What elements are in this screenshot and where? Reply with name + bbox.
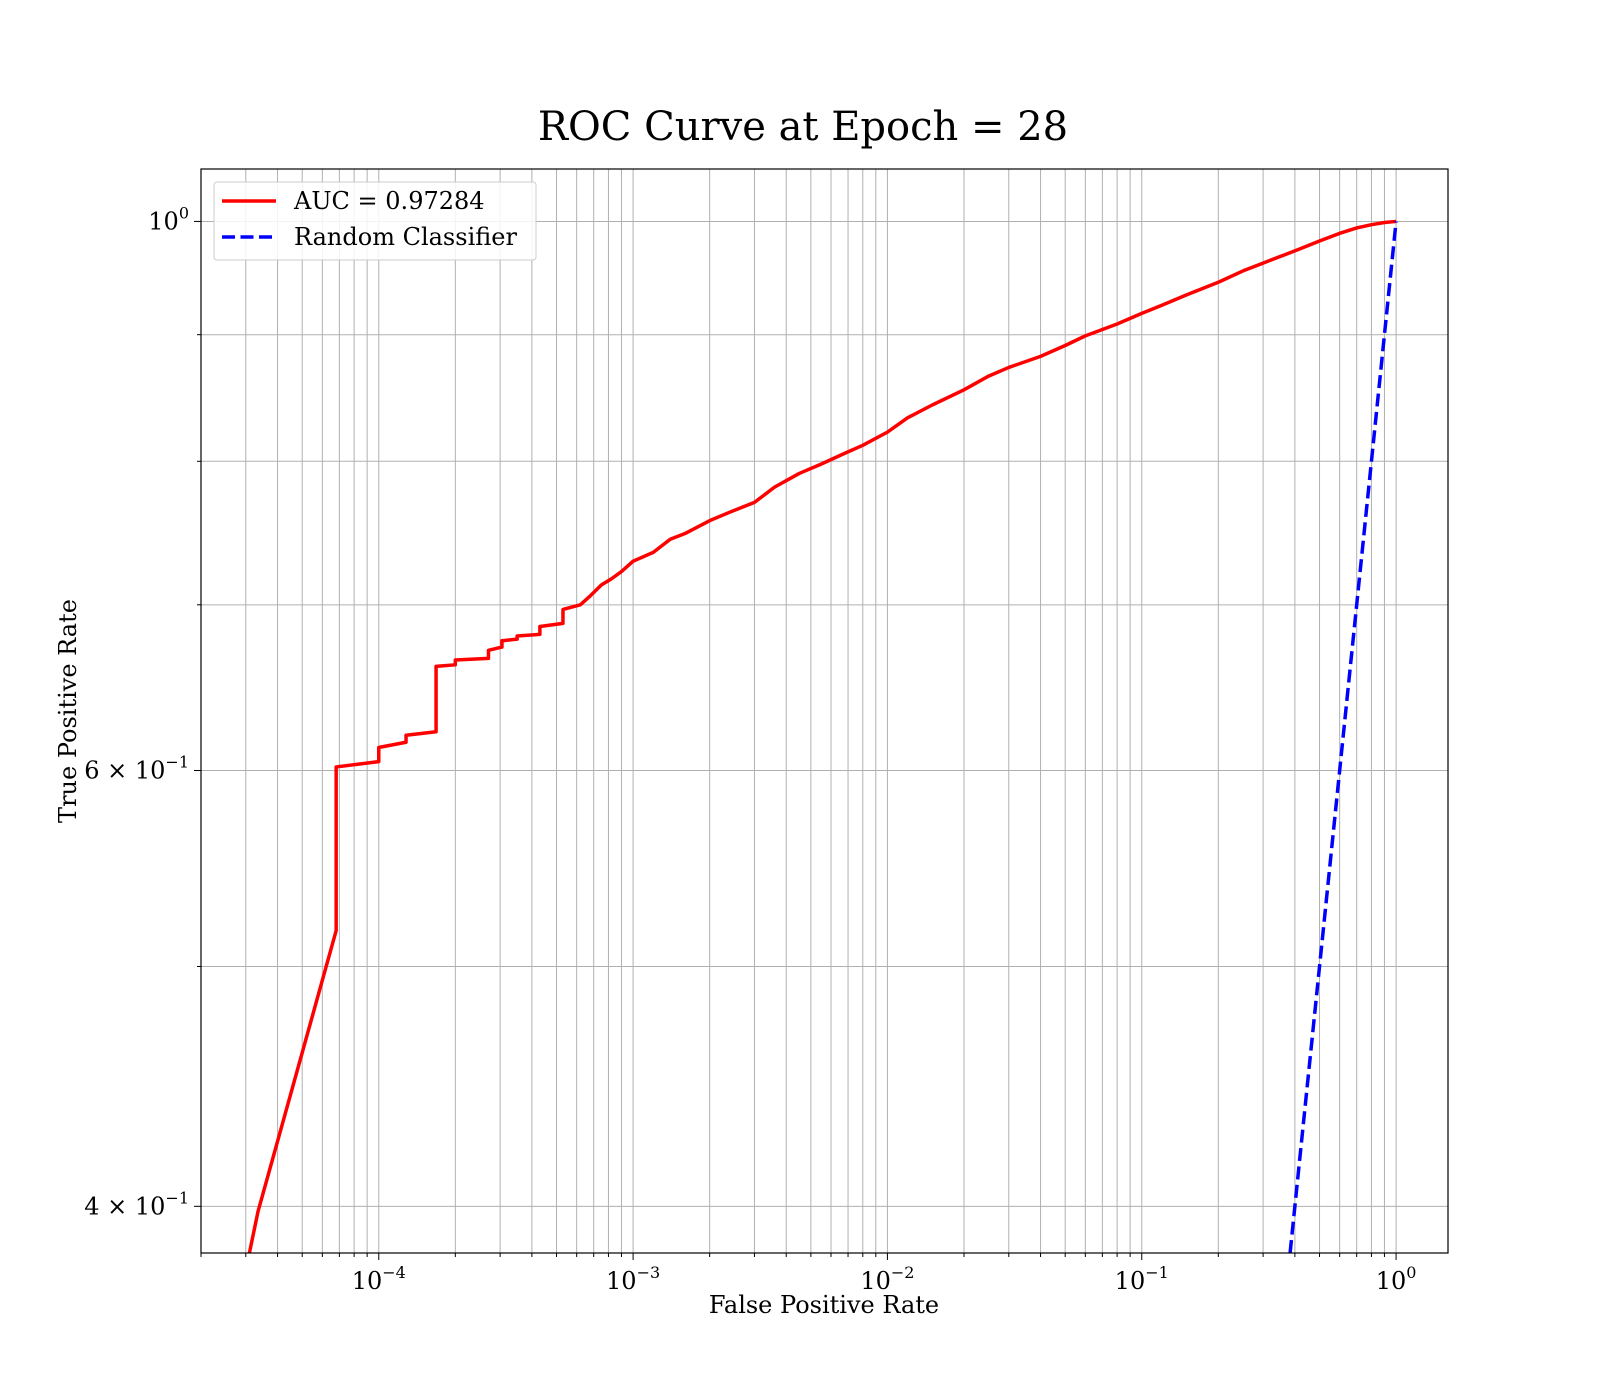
random-classifier-line	[1288, 221, 1398, 1253]
x-tick-label: 100	[1376, 1263, 1417, 1295]
x-axis-label: False Positive Rate	[709, 1291, 939, 1319]
legend-label-auc: AUC = 0.97284	[293, 187, 485, 215]
plot-frame	[200, 168, 1449, 1254]
series-layer	[247, 219, 1398, 1253]
roc-curve-line	[247, 219, 1397, 1253]
legend: AUC = 0.97284 Random Classifier	[213, 181, 537, 261]
y-tick-label: 6 × 10−1	[84, 753, 189, 785]
y-tick-label: 4 × 10−1	[84, 1188, 189, 1220]
grid-lines	[200, 169, 1448, 1253]
y-tick-label: 100	[148, 203, 189, 235]
chart-title: ROC Curve at Epoch = 28	[538, 104, 1068, 150]
legend-label-random: Random Classifier	[294, 223, 517, 251]
y-axis-label: True Positive Rate	[54, 599, 82, 823]
legend-box	[213, 181, 537, 261]
x-tick-label: 10−4	[352, 1263, 406, 1295]
x-tick-label: 10−1	[1115, 1263, 1169, 1295]
x-tick-label: 10−3	[606, 1263, 660, 1295]
